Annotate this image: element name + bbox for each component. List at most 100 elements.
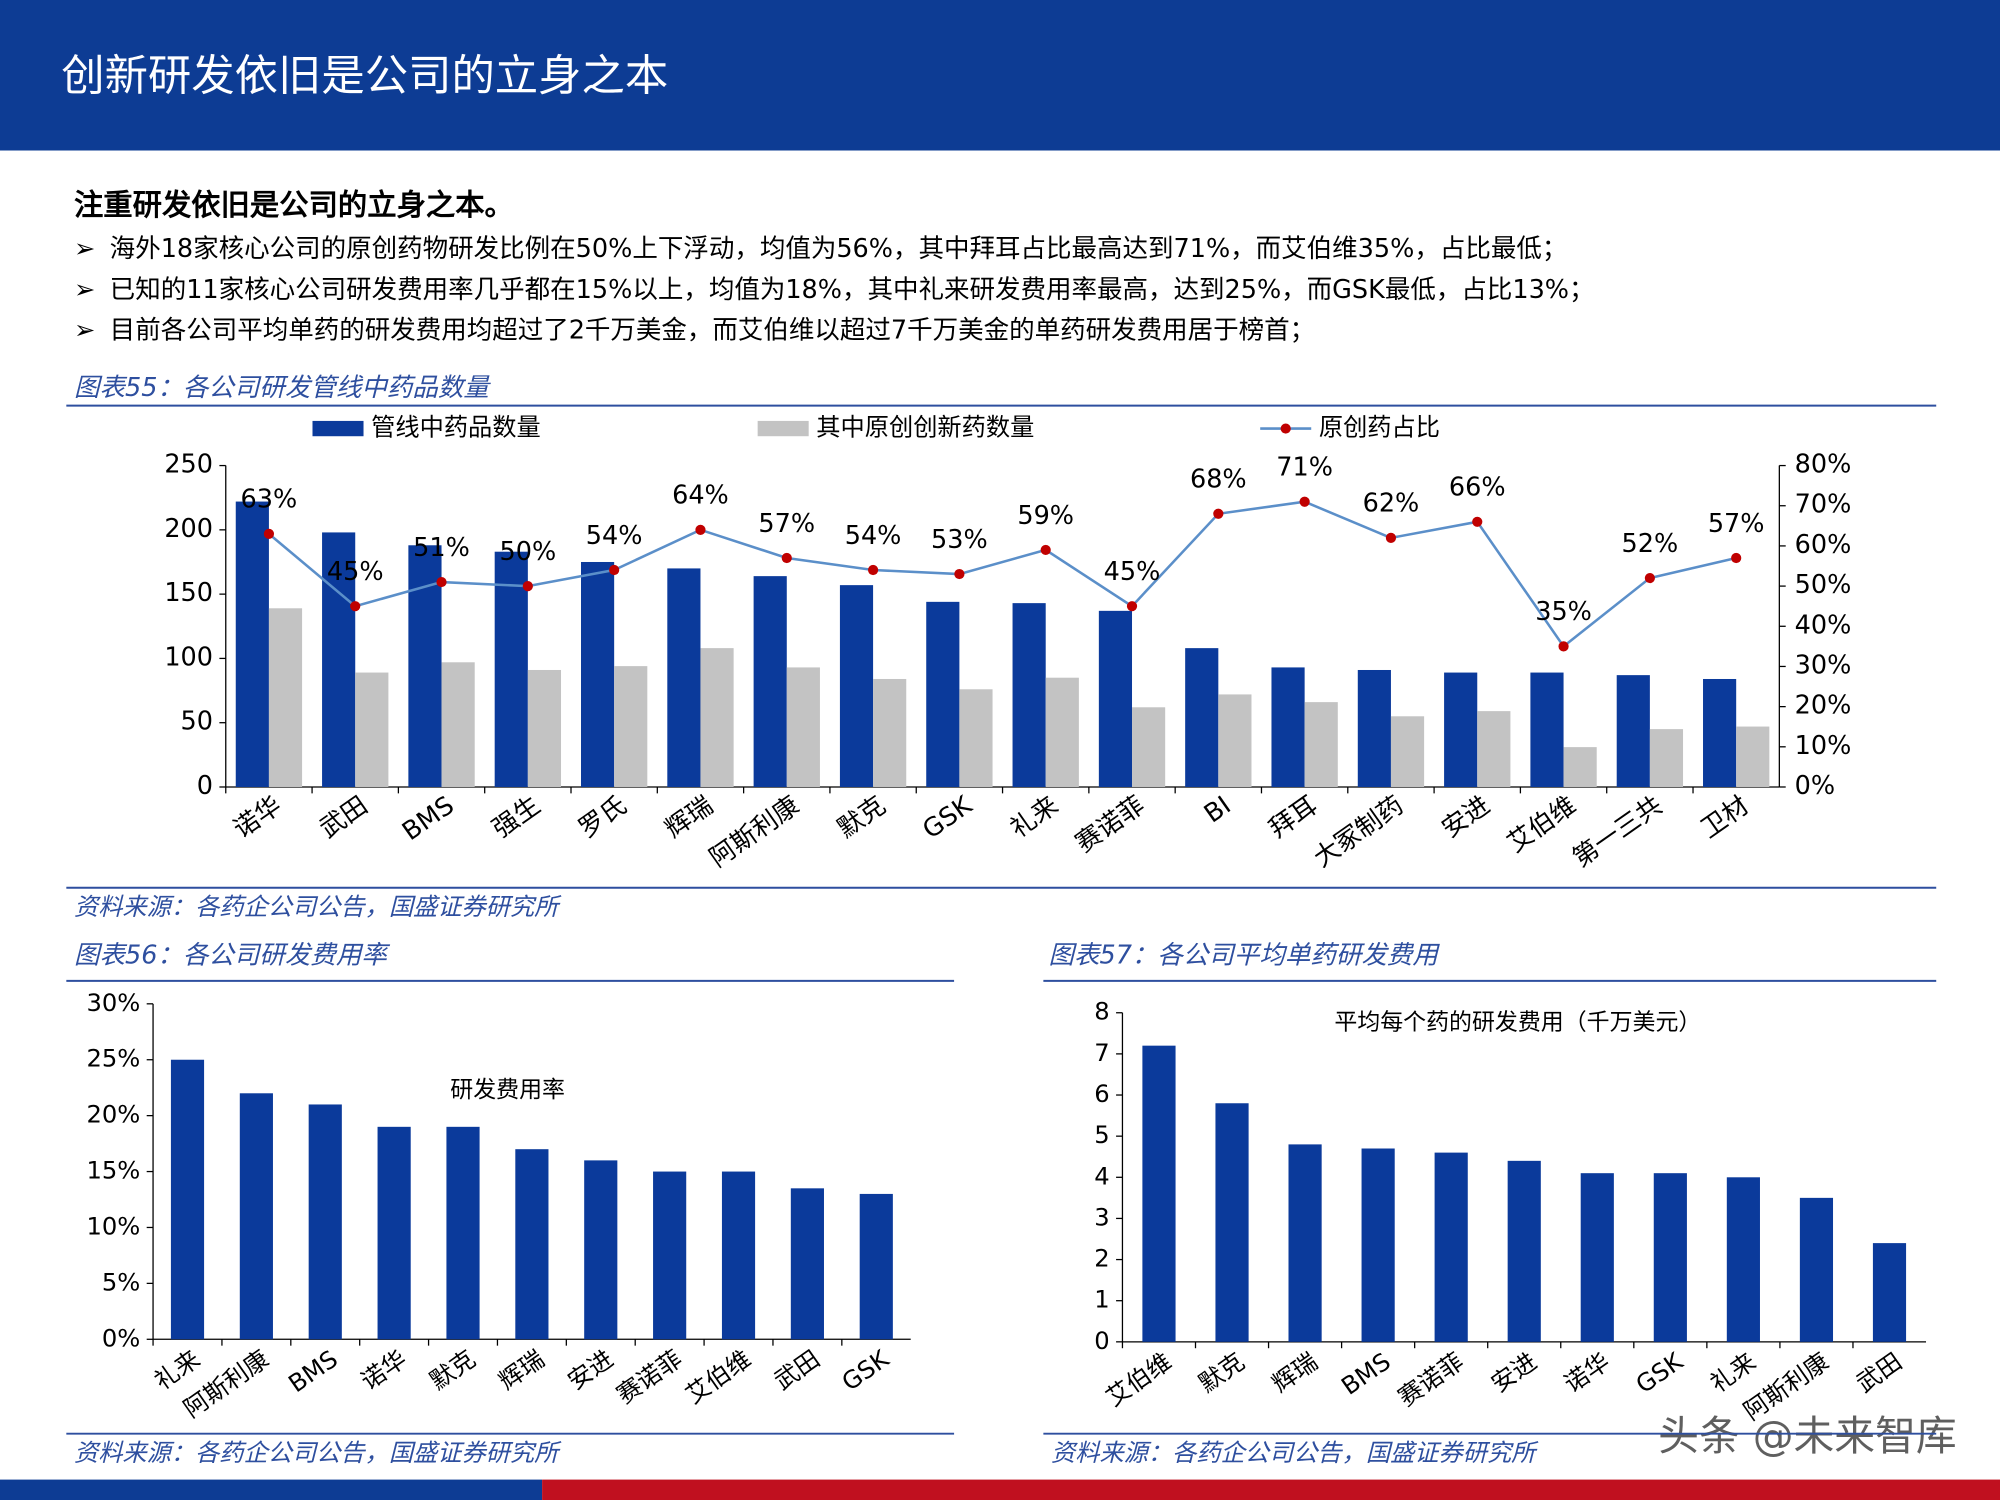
- marker: [1472, 516, 1483, 527]
- y2-tick-label: 20%: [1795, 691, 1852, 721]
- bar: [614, 666, 648, 787]
- y2-tick-label: 70%: [1795, 490, 1852, 520]
- value-label: 66%: [1449, 473, 1506, 503]
- bar: [1653, 1173, 1687, 1342]
- bar: [1649, 729, 1684, 787]
- bar: [1580, 1173, 1614, 1342]
- watermark: 头条 @未来智库: [1658, 1412, 1957, 1460]
- x-tick-label: 大冢制药: [1308, 790, 1409, 873]
- legend-swatch: [757, 420, 809, 437]
- marker: [867, 564, 879, 576]
- x-tick-label: 辉瑞: [660, 790, 719, 844]
- bar: [239, 1093, 273, 1340]
- x-tick-label: 赛诺菲: [612, 1345, 688, 1410]
- x-tick-label: 武田: [1851, 1347, 1907, 1398]
- value-label: 59%: [1017, 501, 1074, 531]
- bullet-mark: ➢: [74, 234, 95, 264]
- y-tick-label: 30%: [86, 989, 140, 1017]
- marker: [1385, 532, 1397, 543]
- x-tick-label: BMS: [1336, 1347, 1395, 1400]
- y-tick-label: 6: [1094, 1080, 1109, 1108]
- bar: [1616, 675, 1650, 787]
- x-tick-label: 艾伯维: [681, 1345, 757, 1410]
- bar: [959, 689, 993, 787]
- bar: [1132, 707, 1166, 787]
- y-tick-label: 10%: [86, 1212, 140, 1240]
- bar: [1726, 1177, 1760, 1342]
- bar: [1736, 726, 1770, 787]
- bar: [1185, 648, 1219, 787]
- bar: [1357, 669, 1391, 787]
- value-label: 54%: [845, 521, 902, 551]
- bar: [1098, 610, 1133, 787]
- bar: [1872, 1243, 1907, 1342]
- y-tick-label: 50: [181, 707, 213, 737]
- bar: [1703, 678, 1737, 787]
- bar: [235, 501, 269, 787]
- x-tick-label: 武田: [314, 790, 373, 844]
- bar: [527, 669, 562, 787]
- x-tick-label: BMS: [397, 790, 460, 847]
- bullet-mark: ➢: [74, 275, 95, 305]
- y2-tick-label: 80%: [1795, 450, 1852, 480]
- footer-band: [0, 1479, 543, 1500]
- bar: [786, 667, 820, 787]
- bar: [1530, 672, 1564, 787]
- x-tick-label: 礼来: [1705, 1347, 1761, 1398]
- y-tick-label: 25%: [86, 1045, 140, 1073]
- marker: [1213, 508, 1224, 519]
- bar: [1799, 1197, 1834, 1342]
- legend-label: 其中原创创新药数量: [816, 414, 1034, 442]
- marker: [1126, 601, 1138, 612]
- x-tick-label: 默克: [425, 1345, 481, 1396]
- y-tick-label: 7: [1094, 1039, 1109, 1067]
- bar: [1477, 711, 1511, 787]
- legend-marker: [1280, 423, 1291, 434]
- bar: [700, 648, 734, 787]
- y-tick-label: 0%: [102, 1324, 140, 1352]
- legend-label: 管线中药品数量: [371, 414, 541, 442]
- y2-tick-label: 0%: [1795, 771, 1835, 801]
- intro-heading: 注重研发依旧是公司的立身之本。: [74, 188, 514, 222]
- marker: [522, 580, 533, 592]
- bar: [377, 1126, 411, 1340]
- marker: [1644, 572, 1655, 584]
- y-tick-label: 0: [1094, 1327, 1109, 1355]
- y2-tick-label: 60%: [1795, 530, 1852, 560]
- bar: [268, 608, 303, 787]
- value-label: 64%: [672, 481, 729, 511]
- bar: [1361, 1148, 1395, 1342]
- y-tick-label: 200: [164, 514, 213, 544]
- bar: [1142, 1045, 1176, 1342]
- y-tick-label: 20%: [86, 1101, 140, 1129]
- bar: [926, 601, 960, 787]
- marker: [695, 524, 706, 535]
- bar: [170, 1059, 205, 1340]
- bullet: 目前各公司平均单药的研发费用均超过了2千万美金，而艾伯维以超过7千万美金的单药研…: [110, 316, 1315, 346]
- series-label: 研发费用率: [450, 1077, 565, 1103]
- x-tick-label: 赛诺菲: [1070, 790, 1150, 858]
- x-tick-label: 安进: [1436, 790, 1495, 844]
- series-label: 平均每个药的研发费用（千万美元）: [1334, 1009, 1701, 1035]
- header-band: [0, 0, 2000, 151]
- bar: [1288, 1144, 1322, 1342]
- bar: [580, 561, 615, 787]
- bar: [1434, 1152, 1468, 1342]
- marker: [350, 601, 361, 612]
- y-tick-label: 2: [1094, 1245, 1109, 1273]
- x-tick-label: 诺华: [228, 790, 287, 844]
- bar: [1390, 716, 1425, 787]
- x-tick-label: 阿斯利康: [704, 790, 805, 873]
- y-tick-label: 250: [164, 450, 213, 480]
- marker: [954, 568, 965, 580]
- value-label: 35%: [1535, 597, 1592, 627]
- bar: [873, 678, 907, 787]
- bar: [1218, 694, 1252, 787]
- bar: [515, 1149, 549, 1340]
- y-tick-label: 5%: [102, 1268, 140, 1296]
- x-tick-label: 武田: [769, 1345, 825, 1396]
- legend-label: 原创药占比: [1319, 414, 1440, 442]
- slide-title: 创新研发依旧是公司的立身之本: [61, 52, 668, 102]
- bar: [753, 576, 787, 787]
- y-tick-label: 150: [164, 578, 213, 608]
